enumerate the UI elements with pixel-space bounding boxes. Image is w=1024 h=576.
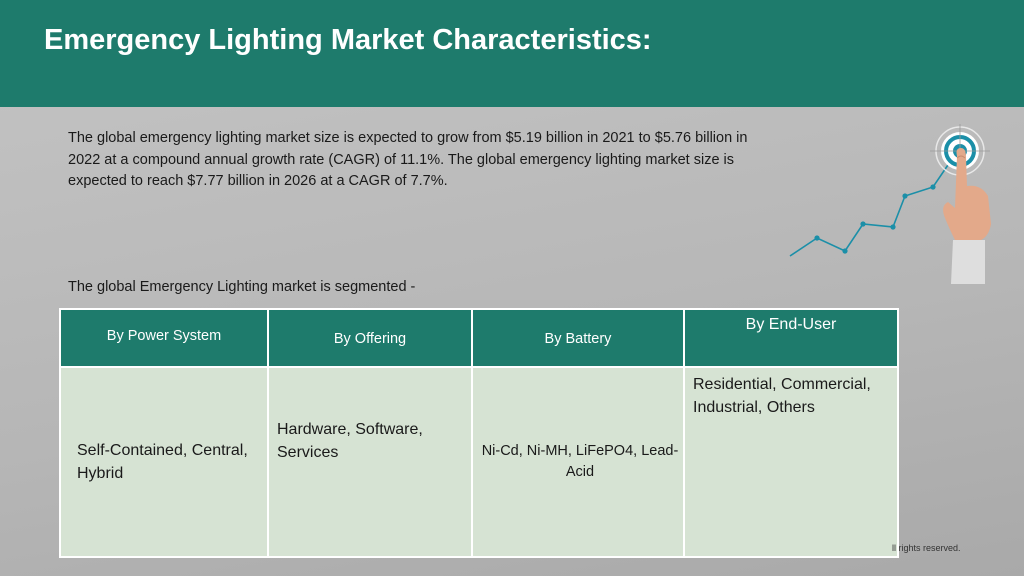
- header-offering: By Offering: [267, 308, 473, 368]
- intro-paragraph: The global emergency lighting market siz…: [68, 130, 748, 189]
- cell-battery: Ni-Cd, Ni-MH, LiFePO4, Lead-Acid: [471, 366, 685, 558]
- cell-offering: Hardware, Software, Services: [267, 366, 473, 558]
- header-battery: By Battery: [471, 308, 685, 368]
- header-power-system: By Power System: [59, 308, 269, 368]
- table-header-row: By Power System By Offering By Battery B…: [59, 308, 899, 368]
- target-growth-chart-icon: [789, 124, 991, 284]
- copyright-text: ll rights reserved.: [892, 543, 961, 553]
- header-end-user: By End-User: [683, 308, 899, 368]
- segment-intro-label: The global Emergency Lighting market is …: [68, 279, 416, 295]
- title-bar: Emergency Lighting Market Characteristic…: [0, 0, 1024, 107]
- cell-end-user: Residential, Commercial, Industrial, Oth…: [683, 366, 899, 558]
- page-title: Emergency Lighting Market Characteristic…: [44, 24, 652, 56]
- table-row: Self-Contained, Central, Hybrid Hardware…: [59, 366, 899, 558]
- segmentation-table: By Power System By Offering By Battery B…: [59, 308, 899, 558]
- cell-power-system: Self-Contained, Central, Hybrid: [59, 366, 269, 558]
